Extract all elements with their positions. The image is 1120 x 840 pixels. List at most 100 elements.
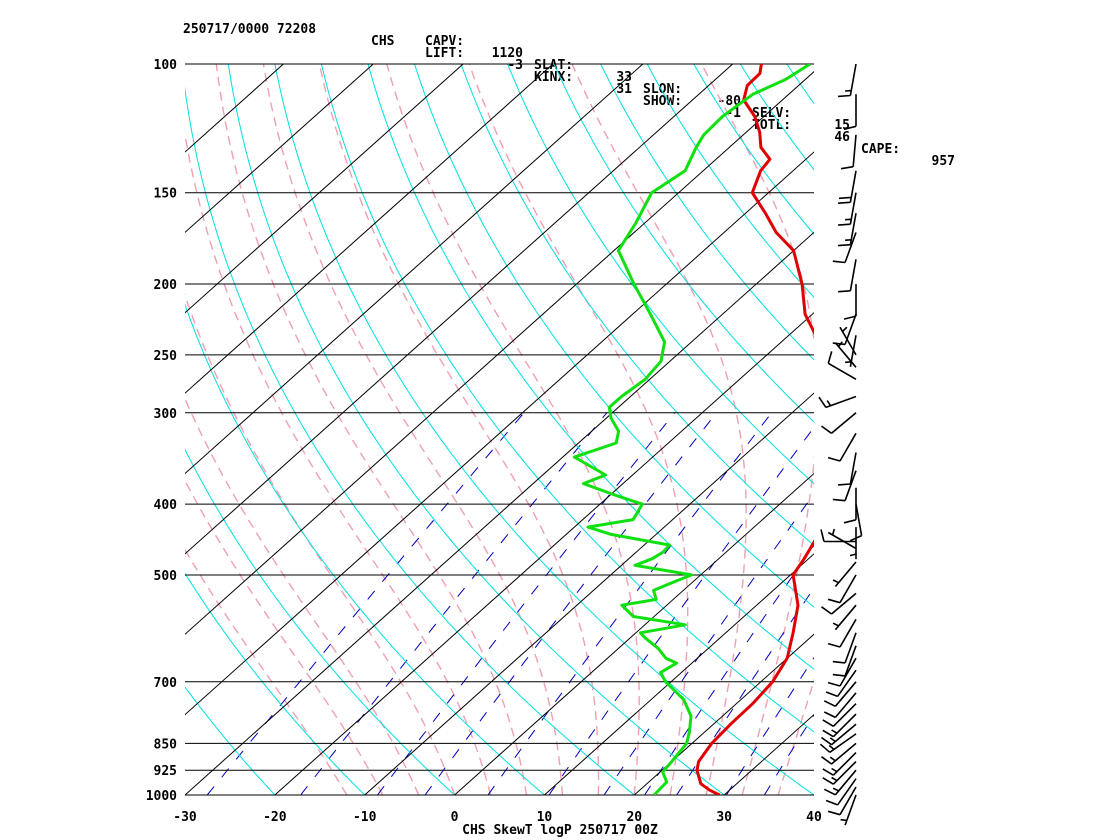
wind-barb: [822, 703, 857, 727]
moist-adiabat-line: [318, 64, 600, 795]
pressure-tick-label: 200: [154, 278, 178, 293]
wind-barb: [821, 742, 857, 765]
dry-adiabat-line: [739, 64, 814, 171]
pressure-tick-labels: 100 150 200 250 300 400 500 700 850 925 1000: [146, 58, 177, 804]
moist-adiabat-line: [777, 678, 814, 795]
temperature-tick-label: 0: [451, 810, 459, 825]
wind-barb: [849, 503, 863, 542]
wind-barb: [838, 213, 857, 247]
mixing-ratio-line: [548, 426, 814, 795]
wind-barb: [818, 395, 857, 409]
isotherm-line: [185, 64, 284, 153]
isotherm-line: [364, 392, 814, 795]
isotherm-line: [185, 231, 814, 795]
chart-caption: CHS SkewT logP 250717 00Z: [462, 823, 658, 838]
header-slon-value: -80: [717, 94, 741, 109]
wind-barb: [823, 681, 857, 708]
pressure-tick-label: 100: [154, 58, 178, 73]
pressure-tick-label: 1000: [146, 789, 177, 804]
wind-barb: [827, 657, 857, 687]
wind-barbs: [818, 63, 863, 826]
header-lift-value: -3: [507, 58, 523, 73]
header-row-2: CAPV: 1120 SLAT: 33 SLON: -80 SELV: 15: [0, 24, 1120, 132]
wind-barb: [838, 170, 857, 204]
moist-adiabat-line: [185, 479, 384, 795]
isotherm-line: [185, 64, 464, 314]
mixing-ratio-line: [487, 412, 772, 795]
wind-barb: [843, 487, 857, 524]
wind-barb: [832, 314, 857, 346]
header-show-label: SHOW:: [643, 94, 683, 109]
pressure-tick-label: 850: [154, 737, 178, 752]
dry-adiabat-line: [507, 64, 814, 485]
header-slon-label: SLON:: [643, 82, 683, 97]
moist-adiabat-line: [185, 130, 492, 795]
moist-adiabat-line: [571, 64, 747, 795]
temperature-tick-label: 20: [626, 810, 642, 825]
header-lift-label: LIFT:: [425, 46, 465, 61]
isotherm-line: [185, 64, 374, 234]
dry-adiabat-line: [185, 448, 455, 795]
pressure-tick-label: 400: [154, 498, 178, 513]
dry-adiabat-line: [185, 572, 366, 795]
temperature-tick-label: -30: [173, 810, 197, 825]
wind-barb: [838, 192, 857, 226]
dry-adiabat-line: [227, 64, 725, 795]
wind-barb: [840, 794, 857, 826]
moist-adiabat-line: [468, 64, 689, 795]
dry-adiabat-line: [927, 64, 1120, 795]
mixing-ratio-line: [300, 412, 608, 795]
wind-barb: [845, 335, 857, 367]
wind-barb: [823, 769, 857, 796]
isotherm-line: [185, 64, 644, 475]
wind-barb: [832, 470, 857, 502]
header-slat-label: SLAT:: [534, 58, 574, 73]
dry-adiabat-line: [320, 64, 814, 733]
header-station-id: CHS: [371, 34, 395, 49]
header-capv-value: 1120: [491, 46, 523, 61]
mixing-ratio-line: [377, 412, 675, 795]
wind-barb: [843, 284, 857, 320]
mixing-ratio-line: [424, 412, 717, 795]
sounding-traces: [572, 64, 814, 795]
header-totl-value: 46: [834, 130, 850, 145]
wind-barb: [819, 733, 857, 753]
wind-barb: [821, 723, 857, 746]
isotherm-line: [185, 64, 554, 394]
wind-barb: [827, 618, 857, 648]
temperature-tick-label: 10: [537, 810, 553, 825]
header-kinx-value: 31: [616, 82, 632, 97]
isotherm-line: [633, 633, 814, 795]
wind-barb: [832, 632, 857, 664]
isobars: [185, 63, 814, 796]
pressure-tick-label: 500: [154, 569, 178, 584]
isotherm-line: [813, 794, 814, 795]
wind-barb: [832, 645, 857, 677]
wind-barb: [823, 692, 857, 719]
wind-barb: [822, 761, 857, 785]
isotherm-line: [185, 70, 814, 635]
isotherm-line: [454, 472, 814, 795]
header-kinx-label: KINX:: [534, 70, 574, 85]
isotherms: [185, 64, 814, 795]
moist-adiabats: [185, 64, 814, 795]
pressure-tick-label: 250: [154, 349, 178, 364]
isotherm-line: [185, 151, 814, 716]
dry-adiabat-line: [646, 64, 814, 299]
header-cape-value: 957: [931, 154, 955, 169]
header-totl-label: TOTL:: [752, 118, 792, 133]
moist-adiabat-line: [386, 64, 640, 795]
pressure-tick-label: 700: [154, 676, 178, 691]
isotherm-line: [723, 713, 814, 795]
header-slat-value: 33: [616, 70, 632, 85]
wind-barb: [843, 94, 857, 131]
wind-barb: [825, 778, 857, 806]
wind-barb: [838, 452, 857, 486]
wind-barb: [825, 669, 857, 698]
wind-barb: [849, 527, 857, 560]
pressure-tick-label: 925: [154, 764, 177, 779]
wind-barb: [821, 412, 857, 434]
dewpoint-trace: [572, 64, 811, 795]
temperature-tick-labels: -30 -20 -10 0 10 20 30 40: [173, 810, 822, 825]
